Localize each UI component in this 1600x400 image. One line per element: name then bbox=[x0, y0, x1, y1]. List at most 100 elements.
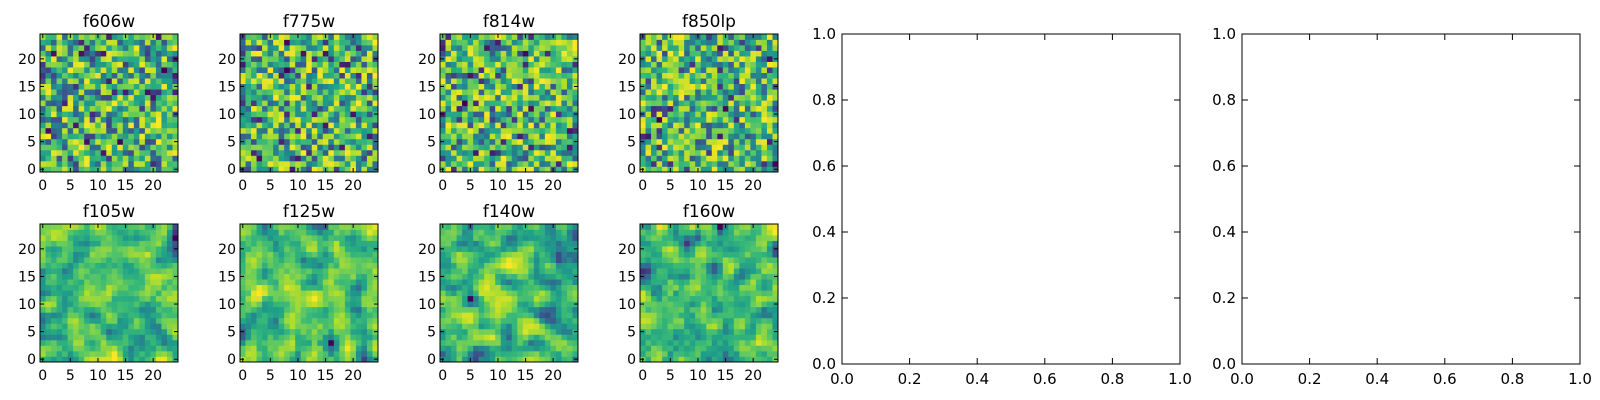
x-tick-label: 5 bbox=[66, 368, 75, 384]
heatmap-cell bbox=[161, 116, 168, 123]
heatmap-cell bbox=[561, 149, 568, 156]
heatmap-cell bbox=[506, 50, 513, 57]
heatmap-cell bbox=[267, 45, 274, 51]
x-tick-label: 5 bbox=[266, 368, 275, 384]
heatmap-cell bbox=[572, 240, 579, 247]
heatmap-cell bbox=[245, 127, 252, 134]
heatmap-cell bbox=[566, 155, 573, 162]
heatmap-cell bbox=[245, 78, 252, 85]
heatmap-cell bbox=[744, 290, 751, 297]
heatmap-cell bbox=[739, 83, 746, 90]
heatmap-cell bbox=[89, 345, 96, 352]
heatmap-cell bbox=[73, 295, 79, 302]
heatmap-cell bbox=[495, 317, 502, 324]
heatmap-cell bbox=[251, 273, 257, 280]
heatmap-cell bbox=[95, 334, 102, 341]
heatmap-cell bbox=[117, 155, 124, 162]
heatmap-cell bbox=[528, 111, 535, 118]
heatmap-cell bbox=[473, 257, 479, 263]
heatmap-cell bbox=[456, 295, 463, 302]
heatmap-cell bbox=[361, 78, 368, 85]
heatmap-cell bbox=[133, 56, 140, 62]
heatmap-cell bbox=[166, 295, 173, 302]
heatmap-cell bbox=[566, 138, 573, 145]
heatmap-cell bbox=[528, 356, 535, 363]
heatmap-cell bbox=[106, 100, 113, 107]
heatmap-cell bbox=[761, 155, 768, 162]
heatmap-cell bbox=[528, 317, 535, 324]
y-tick-label: 0 bbox=[627, 162, 636, 178]
heatmap-cell bbox=[722, 67, 729, 73]
heatmap-cell bbox=[550, 290, 557, 297]
y-tick-label: 20 bbox=[618, 52, 636, 68]
heatmap-cell bbox=[111, 284, 118, 291]
heatmap-cell bbox=[317, 105, 324, 112]
heatmap-cell bbox=[45, 105, 52, 112]
heatmap-cell bbox=[728, 295, 735, 302]
heatmap-cell bbox=[766, 312, 773, 319]
heatmap-cell bbox=[739, 45, 746, 51]
heatmap-cell bbox=[695, 61, 702, 68]
heatmap-cell bbox=[366, 350, 373, 357]
heatmap-cell bbox=[572, 345, 579, 352]
heatmap-cell bbox=[355, 240, 362, 247]
heatmap-cell bbox=[306, 262, 313, 269]
heatmap-cell bbox=[640, 78, 646, 85]
heatmap-cell bbox=[761, 61, 768, 68]
heatmap-cell bbox=[155, 235, 162, 241]
heatmap-cell bbox=[295, 345, 302, 352]
heatmap-cell bbox=[311, 166, 318, 173]
heatmap-cell bbox=[262, 149, 268, 156]
heatmap-cell bbox=[100, 56, 107, 62]
heatmap-cell bbox=[344, 67, 351, 73]
heatmap-cell bbox=[295, 246, 302, 252]
heatmap-cell bbox=[750, 72, 757, 79]
heatmap-cell bbox=[256, 301, 263, 308]
heatmap-cell bbox=[766, 72, 773, 79]
heatmap-cell bbox=[489, 279, 496, 286]
heatmap-cell bbox=[462, 306, 468, 313]
heatmap-cell bbox=[684, 39, 691, 46]
heatmap-cell bbox=[462, 339, 468, 346]
heatmap-cell bbox=[651, 83, 657, 90]
heatmap-cell bbox=[739, 155, 746, 162]
heatmap-cell bbox=[62, 166, 68, 173]
heatmap-cell bbox=[478, 251, 485, 258]
heatmap-cell bbox=[45, 89, 52, 96]
heatmap-cell bbox=[566, 262, 573, 269]
heatmap-cell bbox=[744, 356, 751, 363]
heatmap-cell bbox=[150, 246, 157, 252]
heatmap-cell bbox=[89, 317, 96, 324]
heatmap-cell bbox=[489, 334, 496, 341]
heatmap-cell bbox=[45, 127, 52, 134]
heatmap-cell bbox=[339, 257, 346, 263]
heatmap-cell bbox=[528, 34, 535, 40]
heatmap-cell bbox=[67, 273, 74, 280]
heatmap-cell bbox=[300, 328, 307, 335]
heatmap-cell bbox=[366, 138, 373, 145]
heatmap-cell bbox=[645, 100, 652, 107]
heatmap-cell bbox=[550, 257, 557, 263]
heatmap-cell bbox=[489, 339, 496, 346]
heatmap-cell bbox=[311, 94, 318, 101]
heatmap-cell bbox=[278, 111, 285, 118]
heatmap-cell bbox=[366, 127, 373, 134]
heatmap-cell bbox=[689, 317, 696, 324]
heatmap-cell bbox=[361, 268, 368, 275]
heatmap-cell bbox=[251, 111, 257, 118]
heatmap-cell bbox=[667, 160, 674, 167]
heatmap-cell bbox=[766, 290, 773, 297]
heatmap-cell bbox=[40, 67, 46, 73]
heatmap-cell bbox=[372, 149, 379, 156]
heatmap-cell bbox=[67, 240, 74, 247]
heatmap-cell bbox=[366, 111, 373, 118]
heatmap-cell bbox=[78, 127, 85, 134]
heatmap-cell bbox=[161, 61, 168, 68]
heatmap-cell bbox=[78, 334, 85, 341]
heatmap-cell bbox=[656, 89, 663, 96]
heatmap-cell bbox=[139, 111, 146, 118]
heatmap-cell bbox=[673, 78, 679, 85]
heatmap-cell bbox=[161, 279, 168, 286]
heatmap-cell bbox=[700, 323, 707, 330]
heatmap-cell bbox=[89, 111, 96, 118]
